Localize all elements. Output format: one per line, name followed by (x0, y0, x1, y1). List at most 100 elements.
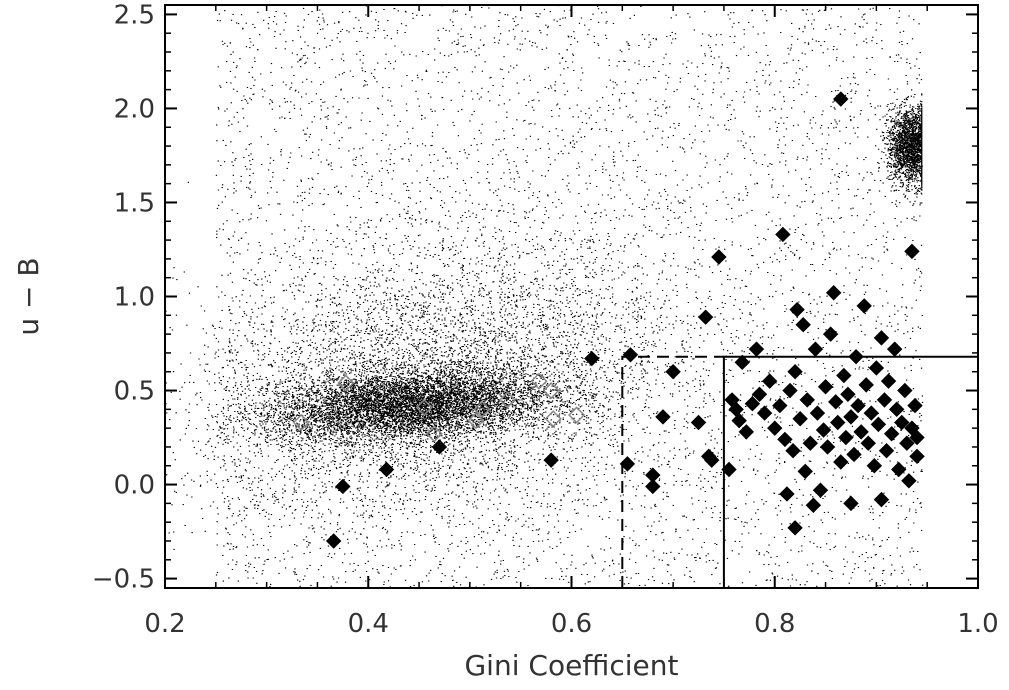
filled-diamond-point (622, 347, 639, 363)
x-tick-label: 1.0 (957, 609, 998, 639)
plot-frame (164, 4, 979, 589)
open-diamond-point (425, 425, 443, 443)
selection-line-dashed (621, 355, 724, 588)
selection-lines (621, 355, 978, 588)
filled-diamond-point (888, 401, 905, 418)
x-tick-label: 0.8 (754, 609, 795, 639)
open-diamond-point (568, 406, 586, 424)
filled-diamond-point (797, 463, 813, 480)
filled-diamond-point (817, 379, 834, 395)
filled-diamond-point (697, 309, 714, 325)
filled-diamond-point (799, 392, 815, 408)
filled-diamond-point (897, 382, 913, 399)
filled-diamond-point (843, 495, 859, 512)
filled-diamond-point (744, 395, 761, 412)
y-axis-title: u − B (12, 257, 45, 335)
filled-diamond-point (848, 348, 864, 365)
filled-diamond-point (805, 497, 822, 513)
filled-diamond-point (761, 373, 778, 389)
filled-diamond-point (856, 298, 872, 314)
x-axis-title: Gini Coefficient (464, 649, 678, 682)
filled-diamond-point (868, 360, 885, 376)
filled-diamond-point (543, 452, 559, 468)
filled-diamond-point (665, 364, 681, 380)
filled-diamond-point (655, 409, 671, 425)
filled-diamond-point (853, 424, 869, 440)
filled-diamond-point (645, 478, 661, 495)
filled-diamond-point (909, 429, 925, 446)
filled-diamond-point (772, 397, 788, 414)
filled-diamond-point (822, 326, 839, 342)
filled-diamond-point (819, 439, 836, 455)
x-tick-label: 0.2 (144, 609, 185, 639)
filled-diamond-point (748, 341, 765, 357)
filled-diamond-point (830, 414, 846, 431)
filled-diamond-point (782, 382, 798, 399)
filled-diamond-point (802, 435, 819, 451)
filled-diamond-point (335, 478, 351, 495)
cloud-points (165, 4, 924, 589)
open-diamond-point (292, 413, 310, 432)
filled-diamond-point (833, 454, 849, 470)
filled-diamond-point (825, 285, 842, 301)
axis-tick-labels: 0.2 0.4 0.6 0.8 1.0 −0.5 0.0 0.5 1.0 1.5 2.0 2.5 (92, 0, 999, 639)
filled-diamond-point (833, 91, 849, 107)
filled-diamond-point (860, 435, 876, 451)
filled-diamond-point (863, 405, 880, 421)
filled-diamond-point (787, 364, 803, 380)
filled-diamond-point (846, 446, 862, 463)
y-tick-label: 2.0 (114, 94, 155, 124)
open-diamond-point (415, 398, 433, 417)
filled-diamond-point (899, 435, 915, 451)
filled-diamond-point (812, 482, 829, 498)
filled-diamond-point (866, 458, 883, 474)
filled-diamond-point (767, 420, 783, 436)
filled-diamond-point (840, 386, 856, 403)
axis-ticks (164, 5, 979, 588)
filled-diamond-point (795, 317, 811, 333)
x-tick-label: 0.4 (348, 609, 389, 639)
filled-diamond-point (751, 386, 768, 403)
filled-diamond-point (787, 520, 803, 536)
filled-diamond-point (431, 439, 448, 455)
filled-diamond-point (738, 424, 755, 440)
filled-diamond-point (836, 367, 852, 384)
filled-diamond-point (901, 473, 917, 489)
filled-diamond-point (828, 394, 844, 410)
filled-diamond-point (325, 533, 342, 549)
filled-diamond-point (775, 226, 791, 243)
filled-diamond-point (779, 486, 795, 502)
filled-diamond-point (690, 414, 707, 431)
filled-diamond-point (883, 426, 900, 442)
y-tick-label: −0.5 (92, 565, 155, 595)
filled-diamond-point (815, 422, 832, 438)
filled-diamond-point (876, 392, 893, 408)
filled-diamond-point (711, 249, 727, 265)
filled-diamond-point (873, 491, 890, 508)
filled-diamond-point (891, 461, 907, 478)
filled-diamond-point (907, 397, 923, 414)
filled-diamond-point (886, 341, 903, 357)
y-tick-label: 1.5 (114, 188, 155, 218)
y-tick-label: 2.5 (114, 0, 155, 30)
open-diamond-point (530, 372, 548, 390)
filled-diamond-point (792, 411, 808, 427)
background-point-cloud (165, 4, 924, 589)
filled-diamond-point (785, 443, 801, 459)
filled-diamond-point (850, 397, 866, 414)
galaxy-markers (292, 91, 925, 549)
filled-diamond-point (870, 416, 887, 433)
filled-diamond-point (894, 414, 910, 431)
filled-diamond-point (777, 431, 793, 448)
open-diamond-point (544, 410, 562, 428)
y-tick-label: 0.0 (114, 471, 155, 501)
filled-diamond-point (858, 377, 874, 393)
filled-diamond-point (731, 412, 747, 429)
filled-diamond-point (584, 350, 600, 367)
open-diamond-point (473, 400, 491, 418)
filled-diamond-point (807, 341, 824, 357)
filled-diamond-point (843, 409, 859, 425)
filled-diamond-point (904, 243, 920, 260)
filled-diamond-point (378, 461, 395, 478)
